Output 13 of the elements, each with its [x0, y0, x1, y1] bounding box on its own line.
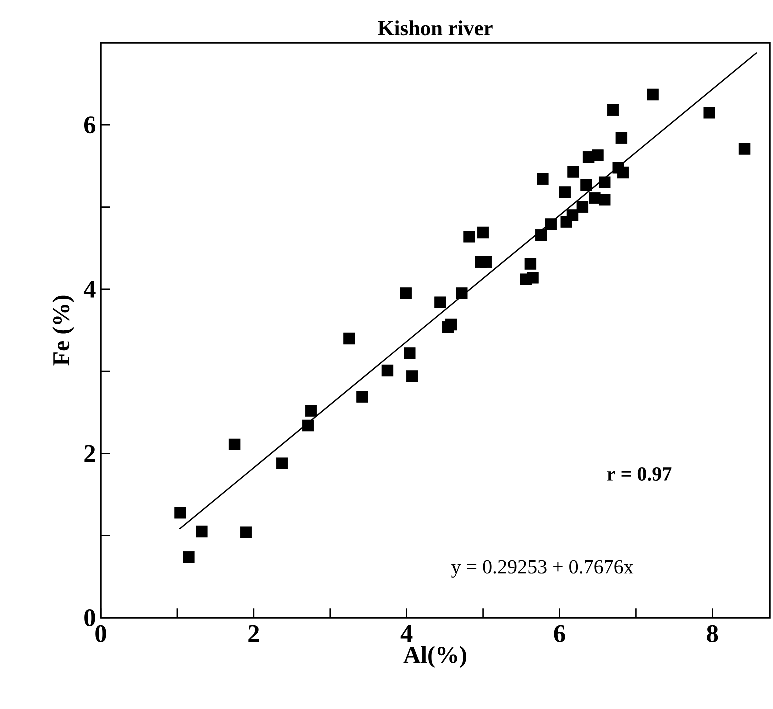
x-tick-label: 6	[554, 625, 566, 642]
y-tick-label: 4	[84, 281, 96, 298]
y-tick-label: 6	[84, 116, 96, 134]
x-tick-label: 2	[248, 625, 260, 642]
x-tick-label: 4	[400, 625, 413, 642]
y-tick-label: 0	[84, 609, 96, 627]
x-axis-title: Al(%)	[404, 646, 466, 668]
y-axis-title: Fe (%)	[52, 296, 74, 366]
x-tick-label: 8	[707, 625, 718, 642]
chart-title: Kishon river	[378, 20, 493, 36]
annotation: r = 0.97	[607, 467, 672, 482]
annotation: y = 0.29253 + 0.7676x	[452, 560, 634, 578]
y-tick-label: 2	[84, 445, 96, 462]
